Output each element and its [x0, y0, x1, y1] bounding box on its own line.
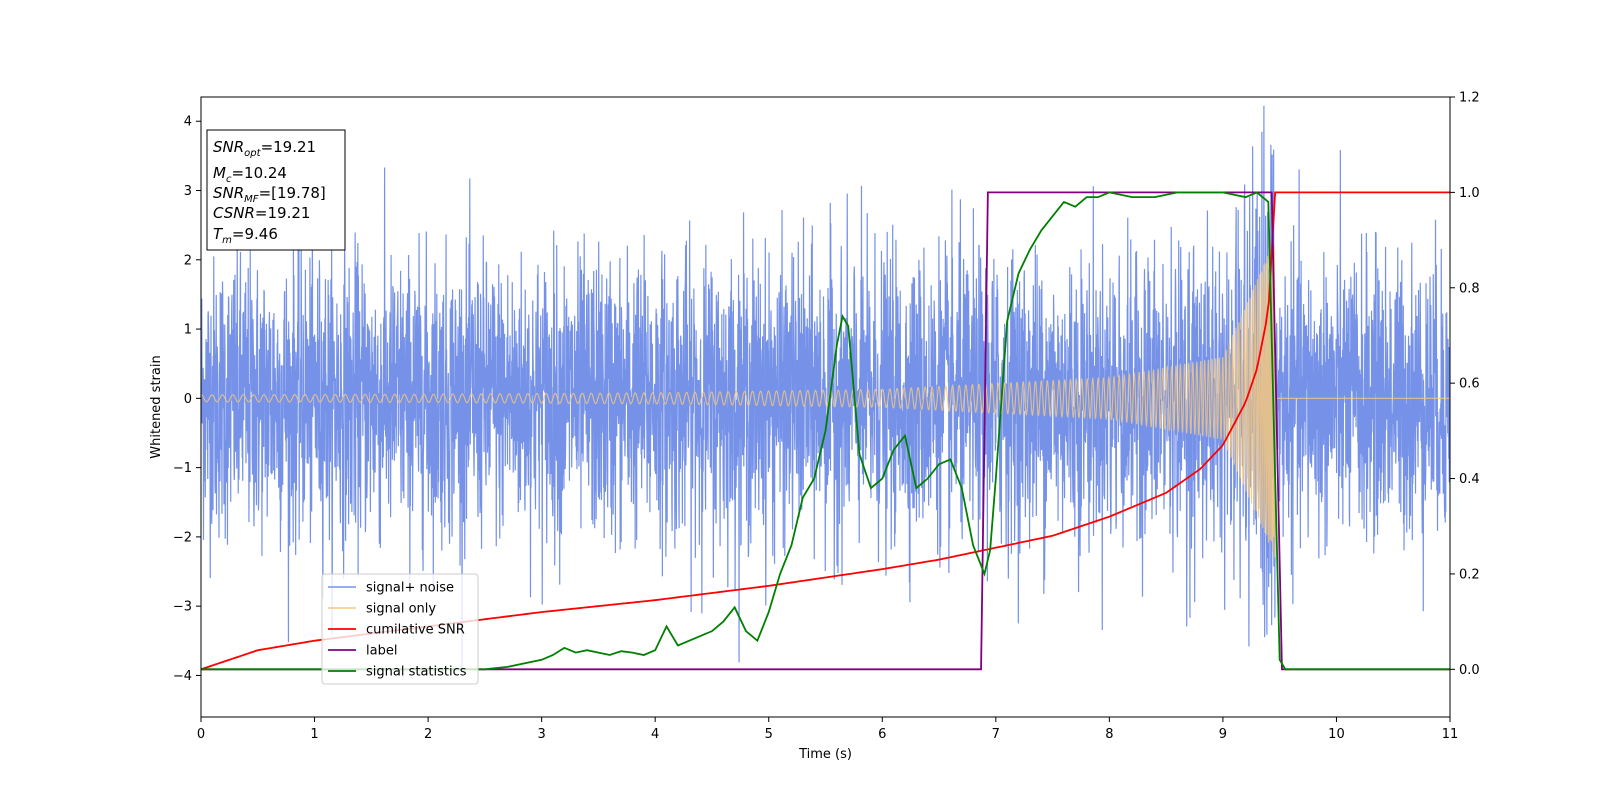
- legend-label: label: [366, 644, 397, 659]
- info-box: SNRopt=19.21 Mc=10.24 SNRMF=[19.78] CSNR…: [206, 129, 346, 251]
- y-tick-label: −4: [173, 669, 192, 684]
- legend-label: cumilative SNR: [366, 623, 465, 638]
- y-tick-label: 2: [184, 253, 192, 268]
- x-tick-label: 2: [424, 727, 432, 742]
- x-tick-label: 5: [765, 727, 773, 742]
- legend-label: signal+ noise: [366, 581, 454, 596]
- series-signal-only: [201, 245, 1450, 558]
- y2-tick-label: 0.4: [1459, 472, 1480, 487]
- y-tick-label: −3: [173, 600, 192, 615]
- legend-item-cumulative-snr: cumilative SNR: [328, 623, 465, 638]
- x-tick-label: 11: [1442, 727, 1459, 742]
- y2-tick-label: 1.0: [1459, 186, 1480, 201]
- info-line-snr-opt: SNRopt=19.21: [213, 138, 316, 159]
- y2-tick-label: 1.2: [1459, 91, 1480, 106]
- y-tick-label: 3: [184, 184, 192, 199]
- x-tick-label: 8: [1105, 727, 1113, 742]
- info-box-frame: [206, 129, 346, 251]
- series-signal-statistics: [201, 191, 1450, 671]
- info-line-snr-mf: SNRMF=[19.78]: [213, 184, 326, 205]
- legend-label: signal statistics: [366, 665, 467, 680]
- info-line-tm: Tm=9.46: [213, 225, 278, 246]
- x-axis-label: Time (s): [798, 747, 852, 762]
- y2-tick-label: 0.6: [1459, 377, 1480, 392]
- legend-item-signal-statistics: signal statistics: [328, 665, 467, 680]
- legend-item-label: label: [328, 644, 397, 659]
- y-tick-label: −2: [173, 530, 192, 545]
- info-line-mc: Mc=10.24: [213, 164, 287, 185]
- legend-item-signal-noise: signal+ noise: [328, 581, 454, 596]
- x-tick-label: 10: [1328, 727, 1345, 742]
- y2-tick-label: 0.8: [1459, 281, 1480, 296]
- legend-frame: [321, 573, 479, 685]
- legend-item-signal-only: signal only: [328, 602, 436, 617]
- x-tick-label: 4: [651, 727, 659, 742]
- y-axis-label: Whitened strain: [149, 355, 164, 458]
- legend: signal+ noise signal only cumilative SNR la…: [321, 573, 479, 685]
- x-tick-label: 3: [537, 727, 545, 742]
- x-tick-label: 1: [310, 727, 318, 742]
- x-tick-label: 7: [992, 727, 1000, 742]
- legend-label: signal only: [366, 602, 436, 617]
- y-tick-label: −1: [173, 461, 192, 476]
- x-tick-label: 6: [878, 727, 886, 742]
- axis-ticks: 0 1 2 3 4 5 6 7 8 9 10 11 −4 −3 −2 −1 0 1 2 3 4 0.0 0.2 0.4 0.6 0…: [173, 91, 1480, 743]
- y-tick-label: 1: [184, 323, 192, 338]
- y-tick-label: 0: [184, 392, 192, 407]
- y2-tick-label: 0.2: [1459, 567, 1480, 582]
- info-line-csnr: CSNR=19.21: [213, 204, 310, 222]
- x-tick-label: 9: [1219, 727, 1227, 742]
- y2-tick-label: 0.0: [1459, 663, 1480, 678]
- y-tick-label: 4: [184, 115, 192, 130]
- plot-frame: [200, 96, 1451, 718]
- x-tick-label: 0: [197, 727, 205, 742]
